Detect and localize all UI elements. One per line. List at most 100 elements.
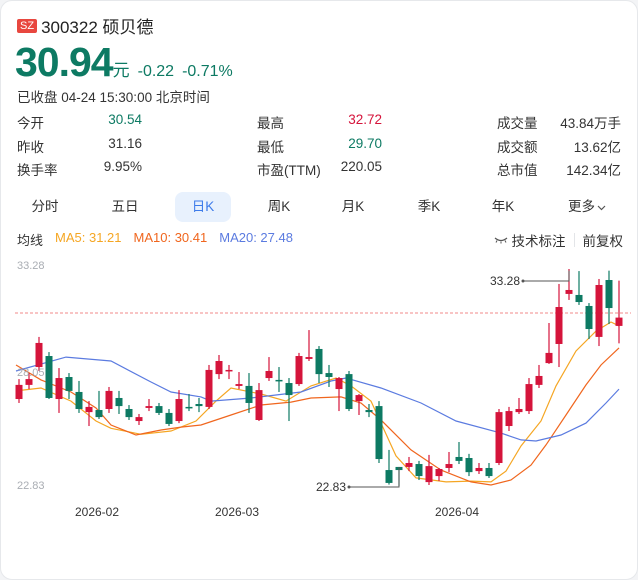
price-row: 30.94 元 -0.22 -0.71% [15,39,241,86]
tab-3[interactable]: 周K [251,192,307,222]
candle [285,378,293,422]
y-axis-label: 28.05 [17,367,45,379]
max-price-label: 33.28 [490,274,520,288]
candle [235,372,243,390]
candle [225,364,233,380]
candle [65,373,73,400]
stat-value: 43.84万手 [560,116,621,131]
tab-label: 季K [417,199,441,214]
candle [555,283,563,368]
current-price: 30.94 [15,39,114,85]
stat-value: 30.54 [108,112,142,127]
candle [255,383,263,422]
x-axis-label: 2026-03 [215,505,259,519]
candle [505,406,513,432]
stat-label: 总市值 [497,163,538,178]
stock-title[interactable]: 300322 硕贝德 [41,18,154,37]
stat-value: 31.16 [108,136,142,151]
candle [605,270,613,325]
candle [15,379,23,403]
candle [475,462,483,474]
tab-label: 分时 [31,199,59,214]
stat-value: 32.72 [348,112,382,127]
tech-annotation-label: 技术标注 [511,234,566,249]
tab-2[interactable]: 日K [175,192,231,222]
candle [355,394,363,416]
stat-label: 最低 [257,140,284,155]
candle [135,413,143,425]
candle [485,462,493,478]
tab-7[interactable]: 更多 [559,192,615,222]
tab-label: 五日 [111,199,139,214]
stat-label: 换手率 [17,163,58,178]
stock-header: SZ 300322 硕贝德 [17,13,154,38]
candle [325,364,333,387]
candle [385,449,393,485]
market-status: 已收盘 04-24 15:30:00 北京时间 [17,90,210,105]
y-axis-label: 33.28 [17,260,45,272]
candle [375,401,383,463]
candle [195,397,203,413]
candle [295,352,303,386]
chevron-down-icon [597,205,606,211]
tab-label: 年K [491,199,515,214]
candle [155,402,163,416]
candle [515,397,523,414]
ma-label: 均线 [17,233,44,248]
y-axis-label: 22.83 [17,480,45,492]
candle [435,467,443,482]
min-price-label: 22.83 [316,480,346,494]
ma10-line [15,347,620,486]
price-unit: 元 [112,61,130,80]
tab-label: 更多 [568,199,595,214]
candle [415,460,423,481]
candle [335,377,343,412]
candle [95,390,103,419]
chart-tools: 技术标注 前复权 [494,230,624,250]
stat-label: 市盈(TTM) [257,163,321,178]
candle [495,408,503,466]
x-axis-label: 2026-02 [75,505,119,519]
candle [615,280,623,344]
candle [525,378,533,414]
candle [25,373,33,390]
candle [575,271,583,305]
candle [145,399,153,412]
candle [545,323,553,364]
stat-value: 13.62亿 [573,140,621,155]
stat-label: 今开 [17,116,44,131]
market-badge: SZ [17,18,38,33]
candle [465,453,473,477]
tab-label: 月K [341,199,365,214]
candle [445,451,453,473]
candle [85,401,93,427]
candle [305,330,313,362]
candle [405,456,413,472]
stat-label: 昨收 [17,140,44,155]
candle [125,405,133,420]
tab-1[interactable]: 五日 [97,192,153,222]
candle [455,442,463,465]
max-marker-dot [521,279,525,283]
tab-4[interactable]: 月K [325,192,381,222]
candle [55,368,63,413]
candle [45,352,53,400]
tech-annotation-toggle[interactable]: 技术标注 [494,230,566,250]
min-marker-dot [347,485,351,489]
candle [115,390,123,414]
min-marker-line [349,466,400,488]
candle [215,354,223,380]
tab-6[interactable]: 年K [475,192,531,222]
price-change: -0.22 [137,63,175,80]
kline-chart[interactable]: 33.28 28.05 22.83 2026-02 2026-03 2026-04 33.2… [1,251,638,521]
ma20-value: MA20: 27.48 [219,230,293,245]
ma5-value: MA5: 31.21 [55,230,122,245]
tab-0[interactable]: 分时 [17,192,73,222]
candle [275,367,283,392]
divider [573,233,575,247]
tab-5[interactable]: 季K [401,192,457,222]
candle [185,394,193,412]
stat-value: 220.05 [340,159,382,174]
stat-value: 9.95% [103,159,142,174]
adjust-button[interactable]: 前复权 [582,234,624,249]
